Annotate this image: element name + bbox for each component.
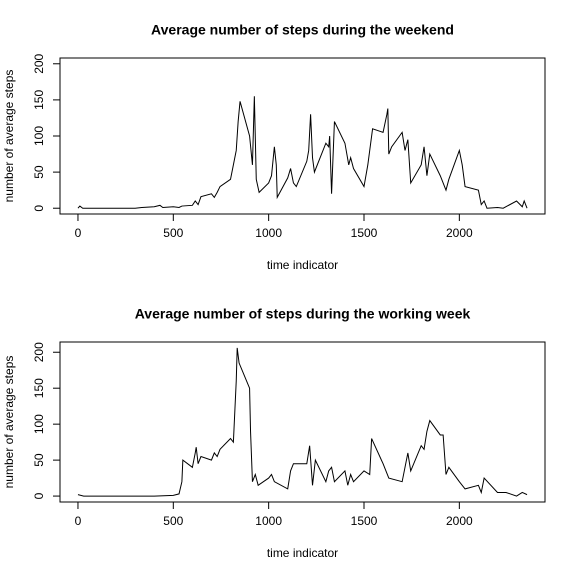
x-tick-label: 500 (163, 226, 183, 240)
x-tick-label: 0 (75, 226, 82, 240)
x-tick-label: 1000 (255, 226, 282, 240)
x-axis-label: time indicator (267, 258, 338, 272)
y-tick-label: 50 (32, 165, 46, 179)
x-axis-label: time indicator (267, 546, 338, 560)
data-line (77, 347, 528, 497)
y-tick-label: 150 (32, 90, 46, 110)
x-tick-label: 0 (75, 514, 82, 528)
chart-title: Average number of steps during the worki… (135, 306, 471, 322)
y-tick-label: 100 (32, 126, 46, 146)
y-axis-label: number of average steps (2, 70, 16, 203)
x-tick-label: 1500 (351, 514, 378, 528)
chart-title: Average number of steps during the weeke… (151, 22, 454, 38)
y-tick-label: 100 (32, 414, 46, 434)
y-axis-label: number of average steps (2, 356, 16, 489)
x-tick-label: 1000 (255, 514, 282, 528)
data-line (77, 96, 528, 209)
y-tick-label: 0 (32, 205, 46, 212)
x-tick-label: 2000 (446, 226, 473, 240)
x-tick-label: 1500 (351, 226, 378, 240)
y-tick-label: 50 (32, 453, 46, 467)
plot-box (59, 57, 546, 215)
x-tick-label: 2000 (446, 514, 473, 528)
y-tick-label: 200 (32, 342, 46, 362)
x-tick-label: 500 (163, 514, 183, 528)
plot-box (59, 341, 546, 503)
y-tick-label: 0 (32, 492, 46, 499)
y-tick-label: 200 (32, 53, 46, 73)
y-tick-label: 150 (32, 378, 46, 398)
